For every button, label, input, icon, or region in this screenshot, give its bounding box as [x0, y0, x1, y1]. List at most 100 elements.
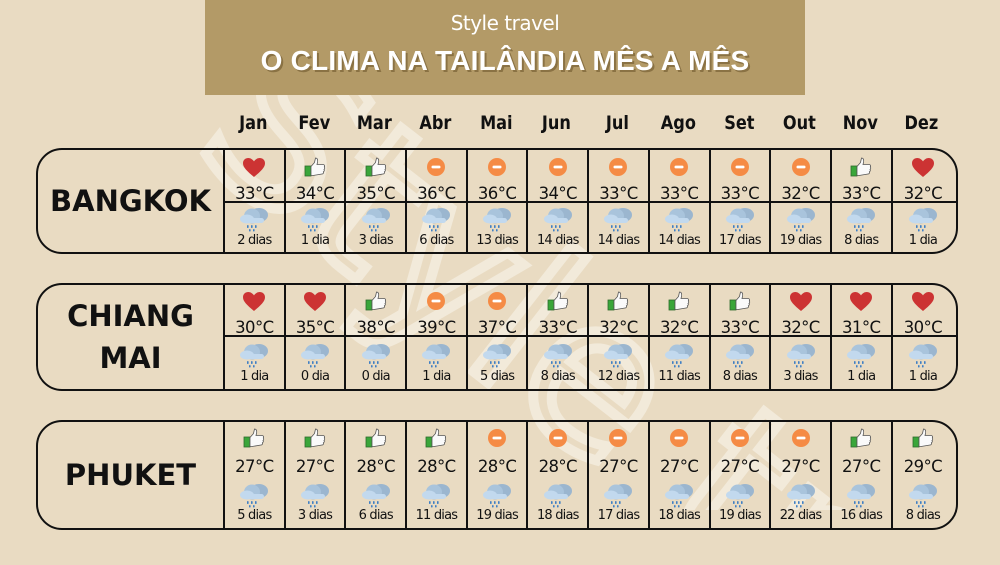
- rain-cloud-icon: [711, 206, 770, 232]
- month-cell: 28°C 6 dias: [346, 422, 408, 528]
- temperature: 33°C: [235, 184, 274, 203]
- temperature: 39°C: [417, 318, 456, 337]
- month-header: Abr: [419, 112, 452, 134]
- temperature: 28°C: [477, 457, 517, 476]
- rainy-days: 19 dias: [476, 508, 518, 523]
- city-name: BANGKOK: [38, 150, 225, 252]
- rainy-days: 1 dia: [908, 369, 938, 384]
- month-header-row: Jan Fev Mar Abr Mai Jun Jul Ago Set Out …: [223, 112, 951, 142]
- month-header: Nov: [842, 112, 878, 134]
- rain-cloud-icon: [346, 342, 405, 368]
- thumbs-up-icon: [711, 291, 770, 311]
- month-header: Mai: [479, 112, 513, 134]
- rain-cloud-icon: [589, 342, 648, 368]
- month-cell: 32°C 3 dias: [771, 285, 832, 389]
- rain-cloud-icon: [893, 482, 954, 508]
- heart-icon: [225, 157, 284, 178]
- temperature: 32°C: [781, 184, 820, 203]
- temperature: 31°C: [842, 318, 881, 337]
- temperature: 27°C: [781, 457, 820, 476]
- minus-circle-icon: [407, 291, 466, 311]
- minus-circle-icon: [407, 157, 466, 177]
- temperature: 36°C: [477, 184, 517, 203]
- month-header: Ago: [660, 112, 696, 134]
- rain-cloud-icon: [771, 342, 830, 368]
- temperature: 28°C: [356, 457, 396, 476]
- rainy-days: 8 dias: [844, 233, 879, 248]
- rainy-days: 22 dias: [779, 508, 822, 523]
- month-cell: 39°C 1 dia: [407, 285, 468, 389]
- rain-cloud-icon: [225, 206, 284, 232]
- temperature: 30°C: [903, 318, 943, 337]
- temperature: 37°C: [477, 318, 517, 337]
- rainy-days: 8 dias: [540, 369, 576, 384]
- minus-circle-icon: [528, 157, 587, 177]
- rainy-days: 3 dias: [358, 233, 394, 248]
- month-header: Jan: [239, 112, 268, 134]
- temperature: 27°C: [235, 457, 274, 476]
- temperature: 33°C: [720, 318, 760, 337]
- temperature: 33°C: [599, 184, 638, 203]
- rain-cloud-icon: [407, 482, 466, 508]
- rain-cloud-icon: [468, 482, 527, 508]
- minus-circle-icon: [711, 157, 770, 177]
- month-cell: 30°C 1 dia: [225, 285, 286, 389]
- temperature: 32°C: [599, 318, 638, 337]
- rainy-days: 5 dias: [237, 508, 272, 523]
- rain-cloud-icon: [528, 206, 587, 232]
- minus-circle-icon: [468, 291, 527, 311]
- rain-cloud-icon: [225, 482, 284, 508]
- month-cell: 32°C 12 dias: [589, 285, 650, 389]
- temperature: 33°C: [720, 184, 760, 203]
- rain-cloud-icon: [589, 482, 648, 508]
- rain-cloud-icon: [771, 206, 830, 232]
- rainy-days: 19 dias: [779, 233, 822, 248]
- page-title: O CLIMA NA TAILÂNDIA MÊS A MÊS: [260, 45, 750, 76]
- minus-circle-icon: [468, 157, 527, 177]
- temperature: 34°C: [538, 184, 578, 203]
- month-cell: 28°C 19 dias: [468, 422, 529, 528]
- thumbs-up-icon: [286, 428, 345, 448]
- minus-circle-icon: [528, 428, 587, 448]
- month-header: Mar: [357, 112, 393, 134]
- month-cell: 29°C 8 dias: [893, 422, 954, 528]
- temperature: 32°C: [659, 318, 699, 337]
- month-cell: 32°C 1 dia: [893, 150, 954, 252]
- rain-cloud-icon: [225, 342, 284, 368]
- rainy-days: 6 dias: [419, 233, 454, 248]
- month-cell: 33°C 8 dias: [832, 150, 893, 252]
- rainy-days: 1 dia: [300, 233, 330, 248]
- month-header: Out: [783, 112, 816, 134]
- heart-icon: [286, 291, 345, 312]
- temperature: 27°C: [659, 457, 699, 476]
- month-header: Dez: [904, 112, 938, 134]
- rain-cloud-icon: [711, 482, 770, 508]
- minus-circle-icon: [711, 428, 770, 448]
- rainy-days: 11 dias: [658, 369, 700, 384]
- thumbs-up-icon: [225, 428, 284, 448]
- temperature: 33°C: [538, 318, 578, 337]
- temperature: 29°C: [903, 457, 943, 476]
- rain-cloud-icon: [589, 206, 648, 232]
- thumbs-up-icon: [346, 428, 405, 448]
- month-cell: 33°C 17 dias: [711, 150, 772, 252]
- rain-cloud-icon: [650, 206, 709, 232]
- month-cell: 33°C 2 dias: [225, 150, 286, 252]
- month-header: Set: [723, 112, 754, 134]
- heart-icon: [893, 157, 954, 178]
- month-cell: 28°C 11 dias: [407, 422, 468, 528]
- month-cell: 34°C 14 dias: [528, 150, 590, 252]
- month-cell: 38°C 0 dia: [346, 285, 408, 389]
- rainy-days: 3 dias: [297, 508, 333, 523]
- minus-circle-icon: [589, 157, 648, 177]
- minus-circle-icon: [468, 428, 527, 448]
- rainy-days: 3 dias: [783, 369, 818, 384]
- rain-cloud-icon: [528, 482, 587, 508]
- month-cell: 33°C 14 dias: [650, 150, 711, 252]
- heart-icon: [832, 291, 891, 312]
- temperature: 30°C: [235, 318, 274, 337]
- month-cell: 27°C 19 dias: [711, 422, 772, 528]
- city-name-line: BANGKOK: [50, 184, 211, 218]
- rainy-days: 17 dias: [719, 233, 761, 248]
- city-row-bangkok: BANGKOK 33°C 2 dias 34°C 1 dia 35°C 3 dias 36°…: [36, 148, 958, 254]
